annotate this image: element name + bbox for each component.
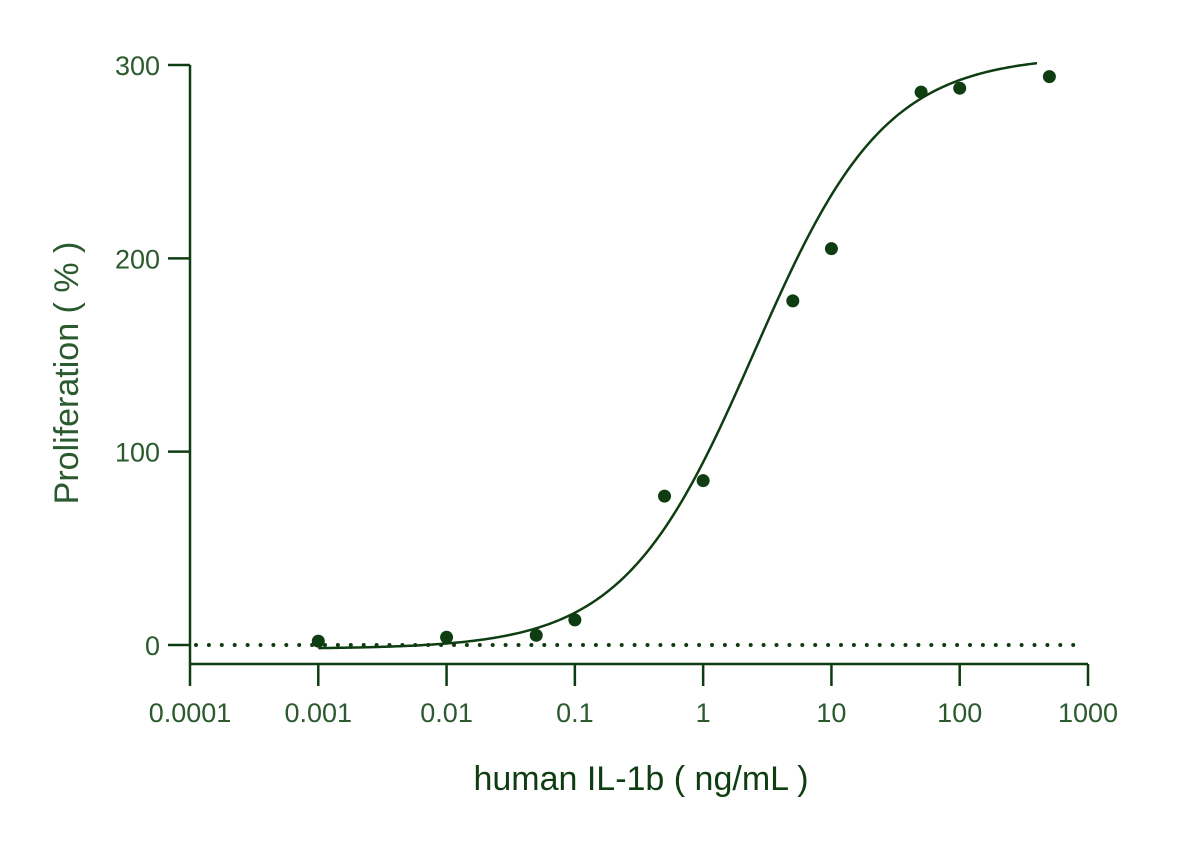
data-point <box>440 630 454 644</box>
x-tick-label: 0.001 <box>284 698 352 728</box>
x-tick-label: 0.1 <box>556 698 594 728</box>
data-point <box>824 242 838 256</box>
y-tick-label: 300 <box>115 51 160 81</box>
data-point <box>568 613 582 627</box>
data-point <box>953 81 967 95</box>
x-tick-label: 1000 <box>1058 698 1118 728</box>
data-point <box>914 85 928 99</box>
x-tick-label: 0.01 <box>420 698 473 728</box>
x-tick-label: 100 <box>937 698 982 728</box>
fit-curve-line <box>318 61 1038 650</box>
data-point <box>1042 70 1056 84</box>
data-points-layer <box>311 70 1056 648</box>
y-tick-label: 100 <box>115 438 160 468</box>
x-axis-title: human IL-1b ( ng/mL ) <box>473 760 808 798</box>
x-tick-label: 0.0001 <box>149 698 232 728</box>
data-point <box>311 634 325 648</box>
data-point <box>658 489 672 503</box>
data-point <box>529 628 543 642</box>
fit-curve-layer <box>318 61 1038 650</box>
y-axis-title: Proliferation ( % ) <box>48 242 86 505</box>
data-point <box>786 294 800 308</box>
axes <box>168 63 1090 686</box>
y-tick-label: 0 <box>145 631 160 661</box>
x-tick-label: 10 <box>816 698 846 728</box>
y-tick-label: 200 <box>115 244 160 274</box>
x-tick-label: 1 <box>696 698 711 728</box>
tick-labels-layer: 0 100 200 300 0.0001 0.001 0.01 0.1 1 10 100 1000 <box>115 51 1118 728</box>
data-point <box>696 474 710 488</box>
